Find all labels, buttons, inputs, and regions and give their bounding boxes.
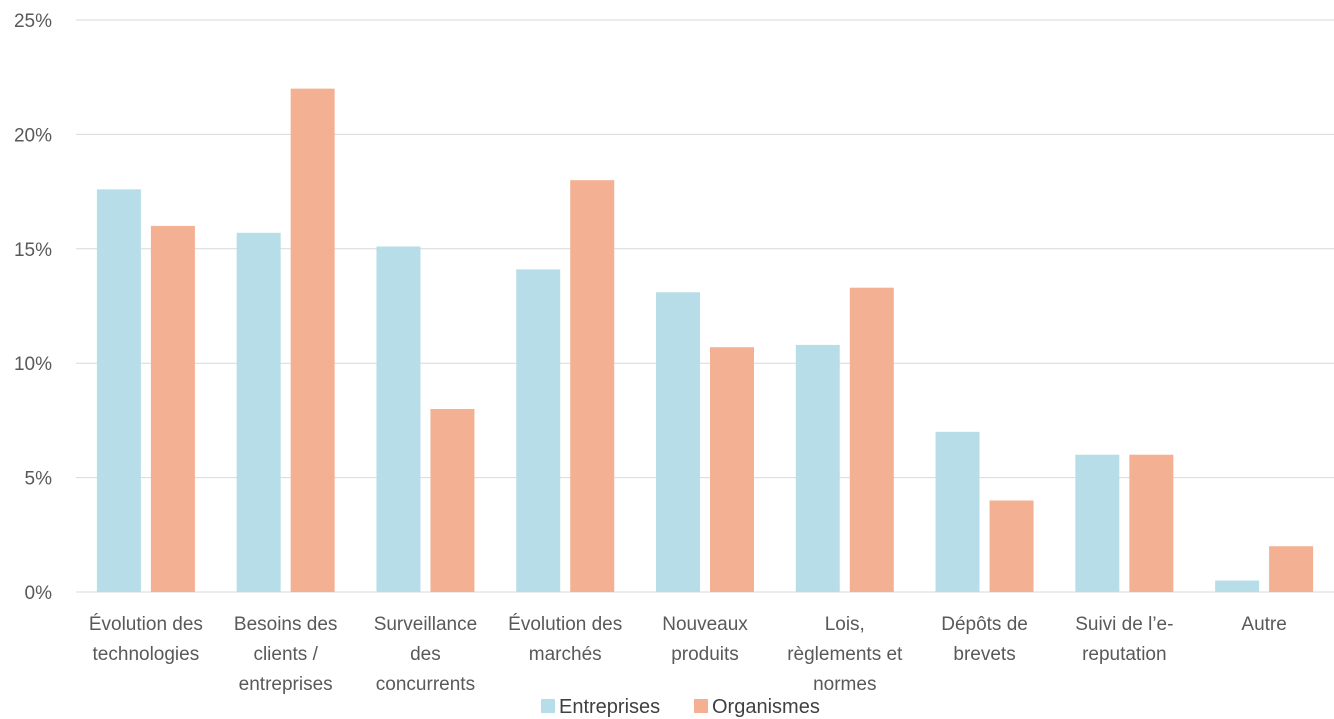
x-category-label-line: règlements et xyxy=(787,644,903,665)
x-category-label: Nouveaux produits xyxy=(662,614,748,665)
bar-entreprises-5 xyxy=(795,344,840,592)
y-tick-label: 15% xyxy=(14,240,52,261)
bar-organismes-5 xyxy=(849,287,894,592)
x-category-label-line: marchés xyxy=(529,644,602,665)
bar-entreprises-2 xyxy=(376,246,421,592)
bar-organismes-6 xyxy=(989,500,1034,592)
legend-swatch-organismes xyxy=(694,699,708,713)
x-category-label: Évolution des technologies xyxy=(89,614,203,665)
x-category-label-line: Autre xyxy=(1241,614,1286,635)
x-category-label-line: reputation xyxy=(1082,644,1167,665)
legend-label-entreprises: Entreprises xyxy=(559,696,660,718)
bar-entreprises-7 xyxy=(1075,454,1120,592)
x-category-label: Dépôts de brevets xyxy=(941,614,1028,665)
x-category-label: Suivi de l’e-reputation xyxy=(1075,614,1173,665)
x-category-label-line: Suivi de l’e- xyxy=(1075,614,1173,635)
x-category-label-line: clients / xyxy=(253,644,318,665)
x-category-label: Évolution des marchés xyxy=(508,614,622,665)
legend-swatch-entreprises xyxy=(541,699,555,713)
y-tick-label: 5% xyxy=(25,469,53,490)
y-tick-label: 25% xyxy=(14,11,52,32)
x-category-label-line: Lois, xyxy=(825,614,865,635)
bar-entreprises-0 xyxy=(96,189,141,592)
bar-organismes-4 xyxy=(710,347,754,592)
bar-organismes-1 xyxy=(290,88,335,592)
x-category-label-line: des xyxy=(410,644,441,665)
y-axis-ticks: 0% 5% 10% 15% 20% 25% xyxy=(14,11,52,604)
y-tick-label: 10% xyxy=(14,354,52,375)
x-category-label-line: entreprises xyxy=(239,674,333,695)
y-tick-label: 0% xyxy=(25,583,53,604)
bar-organismes-7 xyxy=(1129,454,1174,592)
y-tick-label: 20% xyxy=(14,125,52,146)
gridlines xyxy=(76,19,1334,593)
bar-organismes-3 xyxy=(570,180,615,592)
bar-entreprises-1 xyxy=(236,232,281,592)
x-category-label-line: brevets xyxy=(953,644,1015,665)
x-category-label: Surveillance des concurrents xyxy=(374,614,478,695)
x-category-label: Lois, règlements et normes xyxy=(787,614,903,695)
legend-label-organismes: Organismes xyxy=(712,696,820,718)
x-category-label-line: Besoins des xyxy=(234,614,338,635)
x-axis-category-labels: Évolution des technologies Besoins des clie… xyxy=(89,614,1287,695)
bar-entreprises-3 xyxy=(516,269,561,592)
x-category-label-line: concurrents xyxy=(376,674,475,695)
x-category-label-line: normes xyxy=(813,674,876,695)
bar-entreprises-6 xyxy=(935,431,980,592)
bar-entreprises-8 xyxy=(1215,580,1260,592)
bars xyxy=(96,88,1314,593)
bar-organismes-8 xyxy=(1269,546,1314,592)
legend: Entreprises Organismes xyxy=(541,696,820,718)
bar-organismes-0 xyxy=(150,225,195,593)
bar-entreprises-4 xyxy=(656,292,700,592)
x-category-label-line: Évolution des xyxy=(89,614,203,635)
x-category-label-line: Dépôts de xyxy=(941,614,1028,635)
x-category-label-line: technologies xyxy=(93,644,200,665)
x-category-label: Autre xyxy=(1241,614,1286,635)
bar-organismes-2 xyxy=(430,408,475,592)
x-category-label-line: Surveillance xyxy=(374,614,478,635)
x-category-label-line: Nouveaux xyxy=(662,614,748,635)
x-category-label-line: produits xyxy=(671,644,739,665)
x-category-label-line: Évolution des xyxy=(508,614,622,635)
x-category-label: Besoins des clients / entreprises xyxy=(234,614,338,695)
